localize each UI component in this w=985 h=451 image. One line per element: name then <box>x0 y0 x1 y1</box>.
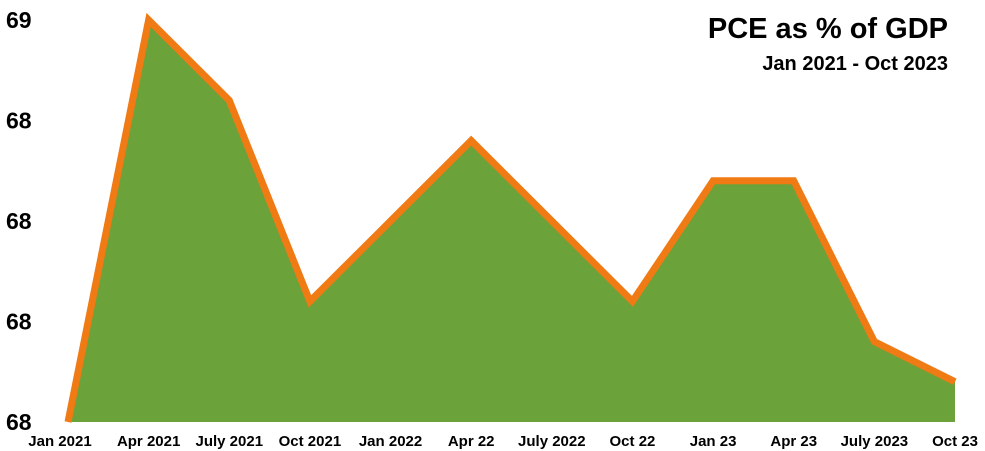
x-tick-label: Apr 2021 <box>117 433 180 450</box>
x-tick-label: Apr 22 <box>448 433 495 450</box>
y-tick-label: 68 <box>6 208 32 234</box>
x-tick-label: July 2021 <box>195 433 263 450</box>
area-line <box>64 12 957 423</box>
x-tick-label: July 2023 <box>841 433 909 450</box>
y-tick-label: 68 <box>6 108 32 134</box>
y-tick-label: 68 <box>6 309 32 335</box>
x-tick-label: Oct 2021 <box>279 433 342 450</box>
x-tick-label: Oct 23 <box>932 433 978 450</box>
area-fill <box>68 20 955 422</box>
x-tick-label: Jan 2022 <box>359 433 422 450</box>
y-tick-label: 68 <box>6 409 32 435</box>
x-tick-label: Jan 2021 <box>28 433 91 450</box>
x-tick-label: Oct 22 <box>610 433 656 450</box>
x-tick-label: July 2022 <box>518 433 586 450</box>
x-tick-label: Jan 23 <box>690 433 737 450</box>
x-tick-label: Apr 23 <box>770 433 817 450</box>
chart-title: PCE as % of GDP <box>708 13 948 45</box>
chart-subtitle: Jan 2021 - Oct 2023 <box>762 53 948 75</box>
y-tick-label: 69 <box>6 7 32 33</box>
